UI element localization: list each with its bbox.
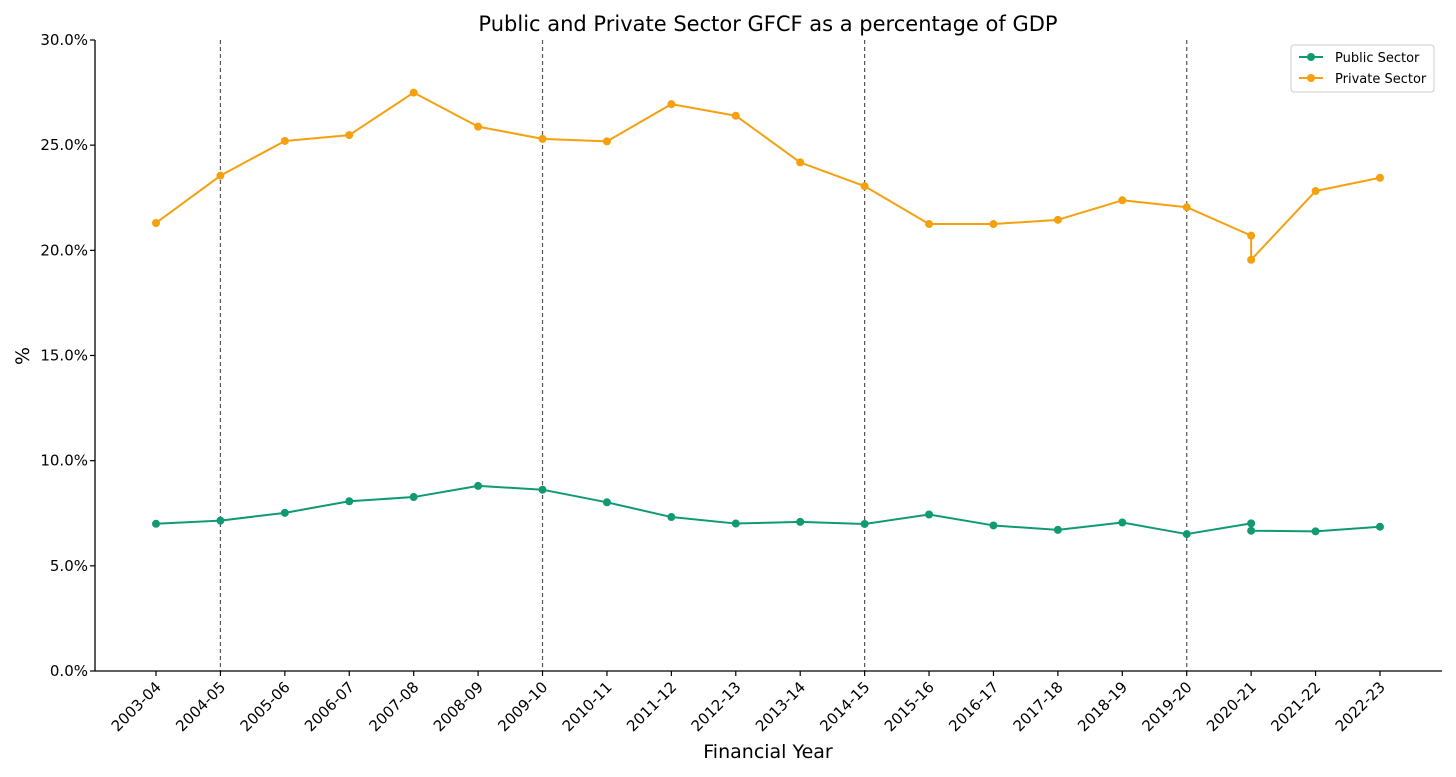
private-sector-point-2015-16: [925, 220, 934, 229]
x-tick-label-2006-07: 2006-07: [301, 678, 358, 735]
x-tick-label-2021-22: 2021-22: [1267, 678, 1324, 735]
public-sector-point-2014-15: [860, 519, 869, 528]
private-sector-point-2014-15: [860, 182, 869, 191]
x-tick-label-2004-05: 2004-05: [172, 678, 229, 735]
series-line-private-sector: [155, 91, 1381, 261]
private-sector-point-2019-20: [1182, 203, 1191, 212]
series-line-public-sector: [155, 484, 1381, 536]
public-sector-point-2005-06: [280, 508, 289, 517]
public-sector-point-2022-23: [1375, 522, 1384, 531]
public-sector-point-2011-12: [667, 513, 676, 522]
x-tick-label-2007-08: 2007-08: [365, 678, 422, 735]
y-tick-label: 15.0%: [40, 347, 88, 365]
x-tick-label-2020-21: 2020-21: [1203, 678, 1260, 735]
private-sector-point-2017-18: [1053, 215, 1062, 224]
public-sector-point-2020-21: [1247, 519, 1256, 528]
private-sector-point-2003-04: [152, 218, 160, 227]
chart-title: Public and Private Sector GFCF as a perc…: [478, 12, 1057, 36]
x-tick-label-2022-23: 2022-23: [1332, 678, 1389, 735]
public-sector-point-2020-21: [1247, 526, 1256, 535]
private-sector-point-2009-10: [538, 134, 547, 143]
private-sector-point-2004-05: [216, 171, 225, 180]
x-tick-label-2013-14: 2013-14: [752, 678, 809, 735]
x-tick-label-2015-16: 2015-16: [881, 678, 938, 735]
private-sector-point-2016-17: [989, 220, 998, 229]
public-sector-point-2015-16: [925, 510, 934, 519]
private-sector-point-2012-13: [731, 111, 740, 120]
series-layer: [152, 88, 1384, 539]
legend-marker-public-sector: [1307, 53, 1315, 61]
private-sector-point-2008-09: [474, 122, 483, 131]
x-tick-label-2008-09: 2008-09: [430, 678, 487, 735]
public-sector-point-2004-05: [216, 516, 225, 525]
series-private-sector: [152, 88, 1384, 264]
x-tick-label-2019-20: 2019-20: [1138, 678, 1195, 735]
y-axis: 0.0% 5.0% 10.0% 15.0% 20.0% 25.0% 30.0%: [40, 31, 96, 680]
public-sector-point-2007-08: [409, 493, 418, 502]
x-tick-label-2009-10: 2009-10: [494, 678, 551, 735]
y-tick-label: 5.0%: [50, 557, 88, 575]
x-axis-title: Financial Year: [703, 741, 833, 763]
public-sector-point-2017-18: [1053, 525, 1062, 534]
public-sector-point-2016-17: [989, 521, 998, 530]
x-tick-label-2017-18: 2017-18: [1010, 678, 1067, 735]
x-tick-label-2011-12: 2011-12: [623, 678, 680, 735]
y-tick-label: 10.0%: [40, 452, 88, 470]
legend-box: [1290, 44, 1435, 93]
private-sector-point-2022-23: [1375, 173, 1384, 182]
private-sector-point-2010-11: [602, 137, 611, 146]
y-tick-label: 20.0%: [40, 241, 88, 259]
public-sector-point-2021-22: [1311, 527, 1320, 536]
x-tick-label-2012-13: 2012-13: [688, 678, 745, 735]
x-tick-label-2018-19: 2018-19: [1074, 678, 1131, 735]
x-tick-label-2014-15: 2014-15: [816, 678, 873, 735]
legend-label-public-sector: Public Sector: [1335, 51, 1420, 66]
y-tick-label: 0.0%: [50, 662, 88, 680]
public-sector-point-2012-13: [731, 519, 740, 528]
legend: Public Sector Private Sector: [1290, 44, 1435, 93]
legend-label-private-sector: Private Sector: [1335, 72, 1427, 87]
private-sector-point-2005-06: [280, 136, 289, 145]
public-sector-point-2009-10: [538, 485, 547, 494]
private-sector-point-2013-14: [796, 158, 805, 167]
public-sector-point-2018-19: [1118, 518, 1127, 527]
private-sector-point-2021-22: [1311, 187, 1320, 196]
private-sector-point-2020-21: [1247, 255, 1256, 264]
public-sector-point-2013-14: [796, 517, 805, 526]
y-tick-label: 30.0%: [40, 31, 88, 49]
public-sector-point-2006-07: [345, 497, 354, 506]
public-sector-point-2008-09: [474, 481, 483, 490]
x-axis: 2003-04 2004-05 2005-06 2006-07 2007-08 2008-…: [95, 670, 1442, 735]
legend-marker-private-sector: [1307, 74, 1315, 82]
x-tick-label-2010-11: 2010-11: [559, 678, 616, 735]
series-public-sector: [152, 481, 1384, 539]
y-tick-label: 25.0%: [40, 136, 88, 154]
y-axis-title: %: [12, 347, 34, 365]
private-sector-point-2018-19: [1118, 196, 1127, 205]
public-sector-point-2003-04: [152, 519, 160, 528]
x-tick-label-2016-17: 2016-17: [945, 678, 1002, 735]
private-sector-point-2020-21: [1247, 231, 1256, 240]
private-sector-point-2007-08: [409, 88, 418, 97]
x-tick-label-2005-06: 2005-06: [237, 678, 294, 735]
vertical-reference-lines: [219, 40, 1188, 671]
x-tick-label-2003-04: 2003-04: [108, 678, 165, 735]
private-sector-point-2006-07: [345, 131, 354, 140]
private-sector-point-2011-12: [667, 100, 676, 109]
public-sector-point-2010-11: [602, 498, 611, 507]
public-sector-point-2019-20: [1182, 530, 1191, 539]
